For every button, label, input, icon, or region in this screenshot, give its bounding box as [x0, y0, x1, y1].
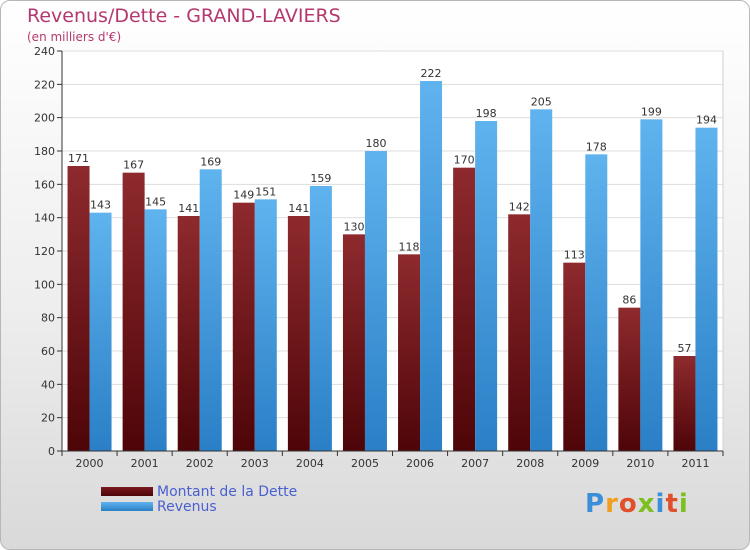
data-label: 141: [288, 202, 309, 215]
data-label: 141: [178, 202, 199, 215]
y-tick-label: 180: [34, 145, 55, 158]
bar-revenus: [199, 169, 222, 452]
bar-dette: [342, 234, 365, 451]
bar-revenus: [364, 151, 387, 451]
bar-revenus: [254, 199, 277, 451]
legend-label-revenus: Revenus: [157, 499, 217, 515]
y-tick-label: 200: [34, 112, 55, 125]
data-label: 222: [421, 67, 442, 80]
x-tick-label: 2006: [406, 457, 434, 470]
bar-dette: [232, 202, 255, 451]
chart-title: Revenus/Dette - GRAND-LAVIERS: [27, 5, 341, 27]
y-tick-label: 100: [34, 278, 55, 291]
bar-dette: [508, 214, 531, 451]
bar-dette: [618, 307, 641, 451]
bar-dette: [563, 262, 586, 451]
bar-dette: [67, 166, 90, 451]
legend-label-dette: Montant de la Dette: [157, 484, 298, 500]
bar-revenus: [309, 186, 332, 451]
bar-dette: [122, 172, 145, 451]
x-tick-label: 2011: [681, 457, 709, 470]
bar-revenus: [530, 109, 553, 451]
data-label: 86: [622, 294, 636, 307]
data-label: 180: [365, 137, 386, 150]
x-tick-label: 2000: [76, 457, 104, 470]
logo-letter: P: [585, 489, 606, 519]
y-tick-label: 240: [34, 45, 55, 58]
data-label: 145: [145, 195, 166, 208]
data-label: 169: [200, 155, 221, 168]
legend-swatch-revenus: [101, 502, 153, 511]
bar-revenus: [420, 81, 443, 451]
y-tick-label: 80: [41, 312, 55, 325]
chart-subtitle: (en milliers d'€): [27, 30, 122, 44]
data-label: 170: [454, 154, 475, 167]
data-label: 142: [509, 200, 530, 213]
y-tick-label: 140: [34, 212, 55, 225]
bar-revenus: [475, 121, 498, 451]
bar-revenus: [695, 127, 718, 452]
x-tick-label: 2008: [516, 457, 544, 470]
x-tick-label: 2001: [131, 457, 159, 470]
bar-revenus: [144, 209, 167, 451]
data-label: 57: [677, 342, 691, 355]
logo-letter: x: [637, 489, 656, 519]
x-tick-label: 2004: [296, 457, 324, 470]
data-label: 151: [255, 185, 276, 198]
y-tick-label: 0: [48, 445, 55, 458]
data-label: 178: [586, 140, 607, 153]
y-tick-label: 60: [41, 345, 55, 358]
data-label: 130: [343, 220, 364, 233]
bar-dette: [177, 216, 200, 451]
legend-swatch-dette: [101, 487, 153, 496]
logo-letter: r: [605, 489, 619, 519]
y-tick-label: 20: [41, 412, 55, 425]
data-label: 171: [68, 152, 89, 165]
data-label: 113: [564, 249, 585, 262]
bar-dette: [453, 167, 476, 451]
data-label: 159: [310, 172, 331, 185]
y-tick-label: 220: [34, 78, 55, 91]
data-label: 198: [476, 107, 497, 120]
logo-letter: o: [618, 489, 638, 519]
x-tick-label: 2009: [571, 457, 599, 470]
data-label: 199: [641, 105, 662, 118]
data-label: 149: [233, 189, 254, 202]
bar-revenus: [585, 154, 608, 452]
x-tick-label: 2005: [351, 457, 379, 470]
y-tick-label: 40: [41, 378, 55, 391]
y-tick-label: 160: [34, 178, 55, 191]
data-label: 205: [531, 95, 552, 108]
y-tick-label: 120: [34, 245, 55, 258]
proxiti-logo: Proxiti: [585, 489, 689, 519]
bar-dette: [398, 254, 421, 451]
data-label: 194: [696, 114, 717, 127]
bar-revenus: [89, 212, 112, 451]
bar-dette: [673, 356, 696, 451]
logo-letter: t: [665, 489, 679, 519]
x-tick-label: 2007: [461, 457, 489, 470]
x-tick-label: 2002: [186, 457, 214, 470]
bar-dette: [287, 216, 310, 451]
bar-revenus: [640, 119, 663, 451]
data-label: 167: [123, 159, 144, 172]
logo-letter: i: [655, 489, 666, 519]
data-label: 118: [399, 240, 420, 253]
x-tick-label: 2003: [241, 457, 269, 470]
data-label: 143: [90, 199, 111, 212]
logo-letter: i: [678, 489, 689, 519]
x-tick-label: 2010: [626, 457, 654, 470]
